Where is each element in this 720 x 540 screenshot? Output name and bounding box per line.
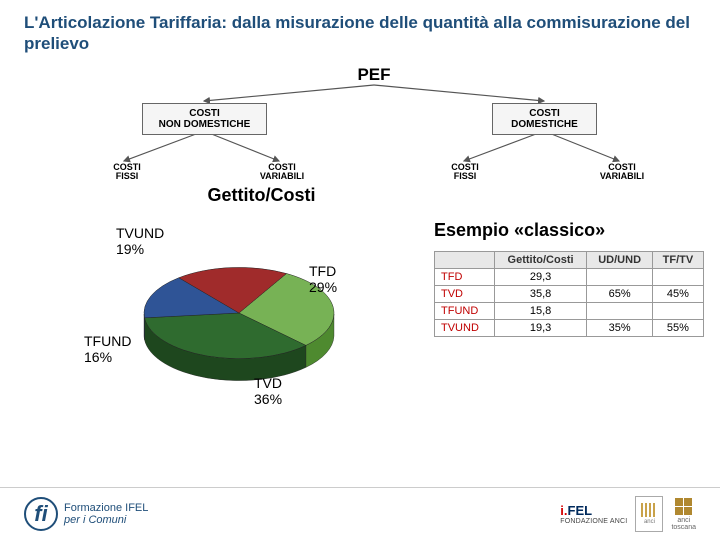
logo-formazione-ifel: fi Formazione IFEL per i Comuni xyxy=(24,497,148,531)
pie-label: TFUND16% xyxy=(84,333,131,365)
tree-node-left: COSTINON DOMESTICHE xyxy=(142,103,267,135)
tree-leaf-2: COSTIVARIABILI xyxy=(252,163,312,183)
pie-label: TVD36% xyxy=(254,375,282,407)
pie-chart: Gettito/Costi TFD29% TVD36% TFUND16% TVUND1… xyxy=(54,185,384,418)
logo-ifel: i.FEL FONDAZIONE ANCI xyxy=(560,503,627,525)
pie-svg: TFD29% TVD36% TFUND16% TVUND19% xyxy=(54,208,384,413)
pie-title: Gettito/Costi xyxy=(139,185,384,206)
tree-leaf-1: COSTIFISSI xyxy=(102,163,152,183)
slide-title: L'Articolazione Tariffaria: dalla misura… xyxy=(24,12,696,55)
table-row: TFUND15,8 xyxy=(435,302,704,319)
logo-f-icon: fi xyxy=(24,497,58,531)
tree-leaf-3: COSTIFISSI xyxy=(440,163,490,183)
brand1-sub: per i Comuni xyxy=(64,514,148,526)
tree-root: PEF xyxy=(334,65,414,85)
example-heading: Esempio «classico» xyxy=(434,220,714,241)
brand1: Formazione IFEL xyxy=(64,502,148,514)
col-header: TF/TV xyxy=(652,251,703,268)
pie-label: TVUND19% xyxy=(116,225,164,257)
table-row: TFD29,3 xyxy=(435,268,704,285)
logo-anci-toscana: ancitoscana xyxy=(671,498,696,531)
pie-label: TFD29% xyxy=(309,263,337,295)
data-table: Gettito/CostiUD/UNDTF/TV TFD29,3TVD35,86… xyxy=(434,251,704,337)
col-header: UD/UND xyxy=(587,251,652,268)
hierarchy-diagram: PEF COSTINON DOMESTICHE COSTIDOMESTICHE … xyxy=(54,65,666,185)
footer: fi Formazione IFEL per i Comuni i.FEL FO… xyxy=(0,487,720,540)
table-row: TVD35,865%45% xyxy=(435,285,704,302)
tree-leaf-4: COSTIVARIABILI xyxy=(592,163,652,183)
logo-anci: anci xyxy=(635,496,663,532)
tree-node-right: COSTIDOMESTICHE xyxy=(492,103,597,135)
table-row: TVUND19,335%55% xyxy=(435,319,704,336)
col-header xyxy=(435,251,495,268)
col-header: Gettito/Costi xyxy=(494,251,587,268)
